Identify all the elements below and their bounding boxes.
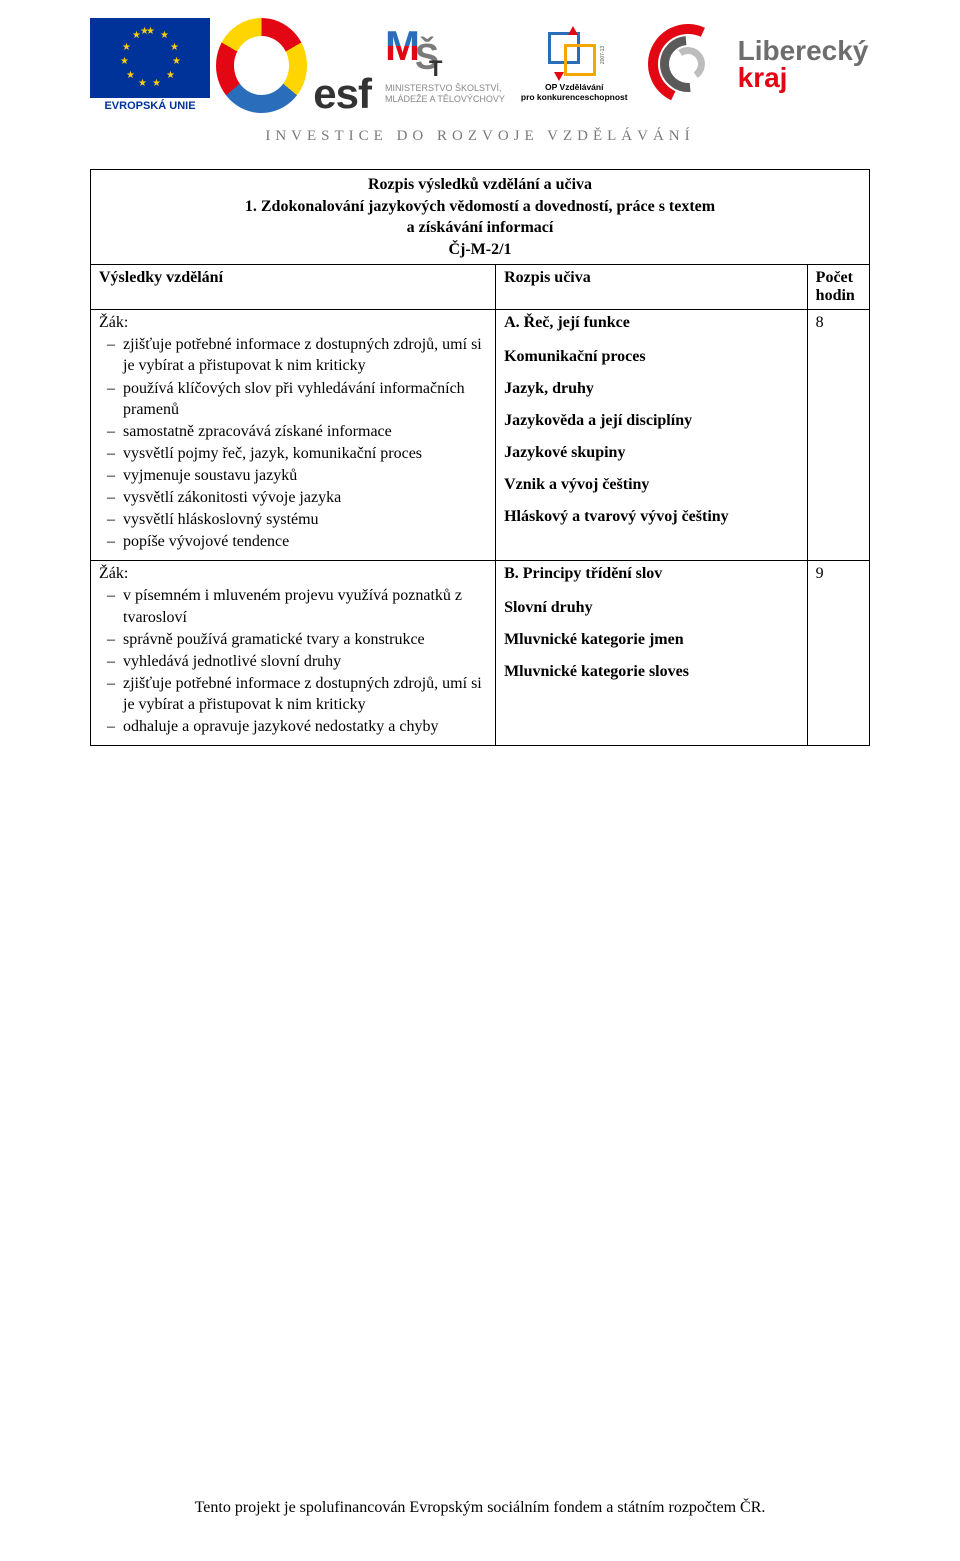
kraj-swoosh-icon (644, 20, 734, 110)
row-a-results: Žák: zjišťuje potřebné informace z dostu… (91, 310, 496, 561)
table-title-cell: Rozpis výsledků vzdělání a učiva 1. Zdok… (91, 170, 870, 265)
kraj-text: Liberecký kraj (738, 38, 869, 91)
bottom-spacer (90, 746, 870, 1266)
curriculum-table: Rozpis výsledků vzdělání a učiva 1. Zdok… (90, 169, 870, 746)
list-item: samostatně zpracovává získané informace (119, 421, 487, 442)
row-a-hours: 8 (807, 310, 869, 561)
curriculum-item: Jazykověda a její disciplíny (504, 412, 799, 430)
row-b-hours: 9 (807, 561, 869, 746)
list-item: správně používá gramatické tvary a konst… (119, 629, 487, 650)
list-item: v písemném i mluveném projevu využívá po… (119, 585, 487, 627)
table-code: Čj-M-2/1 (99, 239, 861, 261)
col-header-hours: Počet hodin (807, 265, 869, 310)
eu-flag-icon: ★ ★ ★ ★ ★ ★ ★ ★ ★ ★ ★ ★ (90, 18, 210, 98)
row-a-bullets: zjišťuje potřebné informace z dostupných… (99, 334, 487, 552)
op-squares-icon: 2007-13 (544, 28, 604, 83)
col-header-results: Výsledky vzdělání (91, 265, 496, 310)
list-item: zjišťuje potřebné informace z dostupných… (119, 334, 487, 376)
table-title-row: Rozpis výsledků vzdělání a učiva 1. Zdok… (91, 170, 870, 265)
tagline: INVESTICE DO ROZVOJE VZDĚLÁVÁNÍ (90, 128, 870, 145)
header-logos-row: ★ ★ ★ ★ ★ ★ ★ ★ ★ ★ ★ ★ EVROPSKÁ UNIE es… (90, 10, 870, 120)
row-b-results: Žák: v písemném i mluveném projevu využí… (91, 561, 496, 746)
table-row: Žák: v písemném i mluveném projevu využí… (91, 561, 870, 746)
curriculum-item: Jazyk, druhy (504, 380, 799, 398)
row-a-title: A. Řeč, její funkce (504, 314, 799, 332)
list-item: vysvětlí hláskoslovný systému (119, 509, 487, 530)
row-b-bullets: v písemném i mluveném projevu využívá po… (99, 585, 487, 737)
op-year-label: 2007-13 (600, 46, 606, 64)
table-title-line3: a získávání informací (99, 217, 861, 239)
list-item: vyjmenuje soustavu jazyků (119, 465, 487, 486)
eu-label: EVROPSKÁ UNIE (104, 100, 195, 112)
ministry-mst-icon: M Š T (385, 26, 445, 81)
row-b-lead: Žák: (99, 565, 487, 583)
table-header-row: Výsledky vzdělání Rozpis učiva Počet hod… (91, 265, 870, 310)
col-header-hours-line2: hodin (816, 287, 855, 304)
ministry-text-line2: MLÁDEŽE A TĚLOVÝCHOVY (385, 94, 505, 104)
curriculum-item: Vznik a vývoj češtiny (504, 476, 799, 494)
row-a-lead: Žák: (99, 314, 487, 332)
logo-esf: esf (216, 18, 371, 113)
kraj-line2: kraj (738, 62, 788, 93)
ministry-text: MINISTERSTVO ŠKOLSTVÍ, MLÁDEŽE A TĚLOVÝC… (385, 83, 505, 104)
table-title-line2: 1. Zdokonalování jazykových vědomostí a … (99, 196, 861, 218)
esf-text: esf (313, 75, 371, 113)
row-b-curriculum: B. Principy třídění slov Slovní druhy Ml… (496, 561, 808, 746)
list-item: používá klíčových slov při vyhledávání i… (119, 378, 487, 420)
esf-swirl-icon (216, 18, 307, 113)
table-title-line1: Rozpis výsledků vzdělání a učiva (99, 174, 861, 196)
curriculum-item: Mluvnické kategorie sloves (504, 663, 799, 681)
eu-stars: ★ ★ ★ ★ ★ ★ ★ ★ ★ ★ ★ ★ (120, 28, 180, 88)
curriculum-item: Mluvnické kategorie jmen (504, 631, 799, 649)
list-item: vysvětlí pojmy řeč, jazyk, komunikační p… (119, 443, 487, 464)
curriculum-item: Hláskový a tvarový vývoj češtiny (504, 508, 799, 526)
row-a-curriculum: A. Řeč, její funkce Komunikační proces J… (496, 310, 808, 561)
list-item: vysvětlí zákonitosti vývoje jazyka (119, 487, 487, 508)
curriculum-item: Komunikační proces (504, 348, 799, 366)
list-item: vyhledává jednotlivé slovní druhy (119, 651, 487, 672)
op-text-line2: pro konkurenceschopnost (521, 93, 628, 103)
col-header-curriculum: Rozpis učiva (496, 265, 808, 310)
table-row: Žák: zjišťuje potřebné informace z dostu… (91, 310, 870, 561)
list-item: odhaluje a opravuje jazykové nedostatky … (119, 716, 487, 737)
ministry-text-line1: MINISTERSTVO ŠKOLSTVÍ, (385, 83, 505, 93)
list-item: popíše vývojové tendence (119, 531, 487, 552)
curriculum-item: Slovní druhy (504, 599, 799, 617)
col-header-hours-line1: Počet (816, 269, 853, 286)
curriculum-item: Jazykové skupiny (504, 444, 799, 462)
logo-ministry: M Š T MINISTERSTVO ŠKOLSTVÍ, MLÁDEŽE A T… (385, 26, 505, 104)
footer-text: Tento projekt je spolufinancován Evropsk… (0, 1499, 960, 1517)
row-b-title: B. Principy třídění slov (504, 565, 799, 583)
list-item: zjišťuje potřebné informace z dostupných… (119, 673, 487, 715)
logo-op-vzdelavani: 2007-13 OP Vzdělávání pro konkurencescho… (521, 28, 628, 103)
page: ★ ★ ★ ★ ★ ★ ★ ★ ★ ★ ★ ★ EVROPSKÁ UNIE es… (0, 0, 960, 1561)
logo-eu: ★ ★ ★ ★ ★ ★ ★ ★ ★ ★ ★ ★ EVROPSKÁ UNIE (90, 18, 210, 112)
op-text: OP Vzdělávání pro konkurenceschopnost (521, 83, 628, 103)
logo-liberecky-kraj: Liberecký kraj (644, 20, 869, 110)
